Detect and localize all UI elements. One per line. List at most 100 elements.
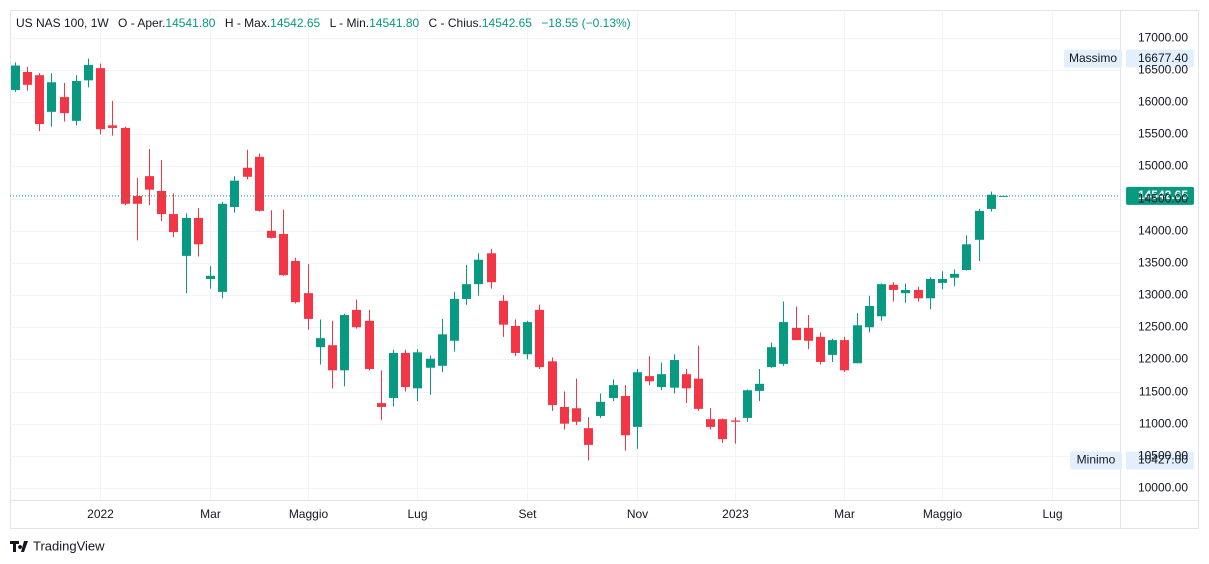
candle-body xyxy=(877,284,886,317)
candle-body xyxy=(426,358,435,368)
candle-body xyxy=(535,309,544,368)
candle-body xyxy=(108,125,117,128)
candle-body xyxy=(987,194,996,209)
candle-body xyxy=(926,279,935,299)
candle-body xyxy=(633,372,642,427)
candle-body xyxy=(718,419,727,440)
candle-body xyxy=(11,65,20,90)
candle-body xyxy=(596,401,605,416)
legend-header: US NAS 100, 1W O - Aper.14541.80 H - Max… xyxy=(16,16,631,30)
candle-body xyxy=(340,315,349,371)
y-tick-label: 10000.00 xyxy=(1138,481,1188,495)
y-tick-label: 14500.00 xyxy=(1138,192,1188,206)
marker-tag: Massimo xyxy=(1069,51,1117,65)
candle-body xyxy=(23,71,32,85)
candle-body xyxy=(609,385,618,398)
label: C - Chius. xyxy=(429,16,482,30)
y-tick-label: 13000.00 xyxy=(1138,288,1188,302)
y-tick-label: 11500.00 xyxy=(1139,385,1188,399)
candle-body xyxy=(230,180,239,208)
candle-body xyxy=(291,261,300,303)
brand: TradingView xyxy=(33,538,105,553)
candle-body xyxy=(487,253,496,283)
marker-value: 16677.40 xyxy=(1138,51,1188,65)
y-tick-label: 15500.00 xyxy=(1138,127,1188,141)
candle-body xyxy=(779,322,788,364)
candle-body xyxy=(865,306,874,328)
candle-body xyxy=(523,322,532,355)
x-tick-label: Maggio xyxy=(289,507,329,521)
label: H - Max. xyxy=(225,16,270,30)
x-tick-label: Mar xyxy=(200,507,221,521)
candle-body xyxy=(474,259,483,285)
candle-body xyxy=(645,376,654,382)
y-tick-label: 16500.00 xyxy=(1138,63,1188,77)
value: 14542.65 xyxy=(482,16,532,30)
candle-body xyxy=(72,80,81,121)
candle-body xyxy=(755,383,764,391)
y-tick-label: 14000.00 xyxy=(1138,224,1188,238)
y-tick-label: 17000.00 xyxy=(1138,31,1188,45)
candle-body xyxy=(499,300,508,325)
candle-body xyxy=(169,214,178,233)
candle-body xyxy=(548,361,557,406)
candle-body xyxy=(767,347,776,368)
candle-body xyxy=(828,340,837,355)
candle-body xyxy=(914,289,923,299)
candle-body xyxy=(267,230,276,238)
candle-body xyxy=(328,345,337,371)
marker-tag: Minimo xyxy=(1077,453,1116,467)
y-tick-label: 16000.00 xyxy=(1138,95,1188,109)
candle-body xyxy=(804,327,813,341)
marker-value: 10427.00 xyxy=(1138,453,1188,467)
x-tick-label: Nov xyxy=(627,507,648,521)
candle-body xyxy=(316,338,325,348)
candle-body xyxy=(853,325,862,364)
overlay: 14542.65 Massimo 16677.40 Minimo 10427.00 xyxy=(10,49,1194,470)
candle-body xyxy=(182,217,191,256)
x-tick-label: Lug xyxy=(1042,507,1062,521)
candle-body xyxy=(304,293,313,319)
candle-body xyxy=(657,374,666,388)
brand-logo xyxy=(10,541,28,552)
value: 14541.80 xyxy=(369,16,419,30)
candle-body xyxy=(938,279,947,283)
candle-body xyxy=(35,75,44,125)
candle-body xyxy=(218,203,227,292)
x-tick-label: Maggio xyxy=(923,507,963,521)
candle-body xyxy=(706,419,715,427)
candle-body xyxy=(584,428,593,445)
candle-body xyxy=(47,82,56,112)
candle-body xyxy=(365,320,374,370)
candle-body xyxy=(560,406,569,424)
candle-body xyxy=(352,309,361,328)
x-tick-label: Mar xyxy=(834,507,855,521)
frame xyxy=(10,10,1199,529)
y-tick-label: 11000.00 xyxy=(1139,417,1188,431)
symbol: US NAS 100, 1W xyxy=(16,16,109,30)
candle-body xyxy=(901,289,910,294)
candles xyxy=(11,58,1008,461)
candle-body xyxy=(279,234,288,276)
y-tick-label: 10500.00 xyxy=(1138,449,1188,463)
candle-body xyxy=(694,378,703,409)
candle-body xyxy=(792,327,801,341)
candle-body xyxy=(962,244,971,271)
value: 14542.65 xyxy=(270,16,320,30)
candle-body xyxy=(145,176,154,190)
candle-body xyxy=(975,210,984,240)
candle-body xyxy=(243,167,252,177)
candle-body xyxy=(731,420,740,422)
candle-body xyxy=(889,284,898,290)
candle-body xyxy=(206,275,215,280)
candle-body xyxy=(950,273,959,278)
label: L - Min. xyxy=(330,16,370,30)
value: 14541.80 xyxy=(165,16,215,30)
candle-body xyxy=(462,284,471,299)
marker-value-box xyxy=(1126,451,1194,470)
candle-body xyxy=(840,340,849,371)
y-tick-label: 15000.00 xyxy=(1138,159,1188,173)
marker-value-box xyxy=(1126,49,1194,68)
